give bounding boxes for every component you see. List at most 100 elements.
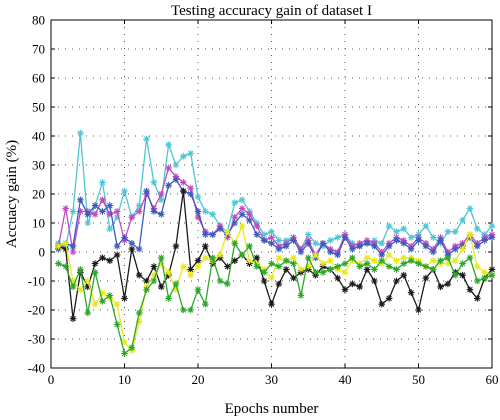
- x-tick-label: 0: [48, 372, 55, 387]
- data-point-marker: [474, 242, 481, 250]
- data-point-marker: [246, 242, 253, 250]
- x-tick-label: 30: [265, 372, 278, 387]
- data-point-marker: [202, 242, 209, 250]
- data-point-marker: [77, 129, 84, 137]
- data-point-marker: [187, 190, 194, 198]
- data-point-marker: [393, 266, 400, 273]
- data-point-marker: [385, 222, 393, 230]
- x-tick-label: 60: [486, 372, 499, 387]
- data-point-marker: [451, 271, 459, 279]
- data-point-marker: [349, 254, 356, 262]
- series-2: [55, 164, 496, 259]
- data-point-marker: [481, 269, 488, 276]
- data-point-marker: [246, 216, 253, 224]
- data-point-marker: [172, 176, 180, 183]
- y-tick-label: -40: [28, 361, 45, 376]
- y-tick-label: 0: [39, 245, 46, 260]
- data-point-marker: [209, 211, 216, 218]
- data-point-marker: [268, 228, 275, 235]
- data-point-marker: [157, 196, 165, 204]
- data-point-marker: [62, 245, 69, 253]
- data-point-marker: [165, 182, 172, 189]
- data-point-marker: [91, 300, 99, 308]
- data-point-marker: [69, 242, 77, 250]
- data-point-marker: [415, 237, 422, 244]
- data-point-marker: [459, 245, 466, 253]
- data-point-marker: [481, 274, 488, 282]
- data-point-marker: [202, 231, 209, 238]
- data-point-marker: [290, 237, 297, 244]
- data-point-marker: [312, 269, 319, 276]
- data-point-marker: [143, 187, 150, 195]
- data-point-marker: [216, 277, 224, 285]
- data-point-marker: [202, 208, 209, 215]
- data-point-marker: [172, 286, 180, 293]
- data-point-marker: [194, 257, 202, 264]
- y-tick-label: 60: [32, 71, 45, 86]
- data-point-marker: [451, 228, 459, 235]
- data-point-marker: [268, 300, 275, 308]
- data-point-marker: [84, 277, 92, 285]
- data-point-marker: [128, 213, 136, 221]
- data-point-marker: [135, 245, 143, 253]
- data-point-marker: [415, 306, 422, 314]
- data-point-marker: [400, 254, 408, 262]
- data-point-marker: [459, 260, 466, 267]
- data-point-marker: [275, 245, 283, 253]
- data-point-marker: [327, 257, 334, 264]
- data-point-marker: [194, 263, 202, 270]
- data-point-marker: [157, 283, 165, 291]
- data-point-marker: [290, 274, 297, 282]
- data-point-marker: [385, 295, 393, 302]
- series-3: [55, 176, 496, 262]
- data-point-marker: [371, 266, 378, 273]
- data-point-marker: [180, 187, 187, 195]
- y-tick-label: 40: [32, 129, 45, 144]
- data-point-marker: [180, 306, 187, 314]
- data-point-marker: [488, 271, 496, 279]
- data-point-marker: [113, 321, 121, 328]
- data-point-marker: [275, 254, 283, 262]
- data-point-marker: [121, 187, 128, 195]
- data-point-marker: [466, 254, 474, 262]
- data-point-marker: [113, 242, 121, 250]
- data-point-marker: [466, 286, 474, 293]
- data-point-marker: [77, 286, 84, 293]
- data-point-marker: [128, 245, 136, 253]
- y-tick-label: 50: [32, 100, 45, 115]
- data-point-marker: [407, 257, 415, 264]
- data-point-marker: [356, 263, 363, 270]
- data-point-marker: [209, 254, 216, 262]
- y-axis-label: Accuacy gain (%): [4, 140, 20, 248]
- data-point-marker: [62, 240, 69, 247]
- data-point-marker: [429, 266, 437, 273]
- data-point-marker: [407, 234, 415, 241]
- data-point-marker: [194, 193, 202, 201]
- data-point-marker: [157, 254, 165, 262]
- data-point-marker: [106, 292, 114, 299]
- data-point-marker: [84, 283, 92, 291]
- data-point-marker: [224, 228, 231, 235]
- data-point-marker: [187, 271, 194, 279]
- data-point-marker: [231, 213, 239, 221]
- data-point-marker: [202, 300, 209, 308]
- data-point-marker: [231, 199, 239, 206]
- data-point-marker: [268, 240, 275, 247]
- data-point-marker: [474, 277, 481, 285]
- data-point-marker: [349, 245, 356, 253]
- data-point-marker: [327, 266, 334, 273]
- data-point-marker: [304, 254, 312, 262]
- data-point-marker: [238, 211, 246, 218]
- data-point-marker: [474, 295, 481, 302]
- data-point-marker: [121, 350, 128, 357]
- data-point-marker: [466, 231, 474, 238]
- data-point-marker: [385, 263, 393, 270]
- data-point-marker: [135, 309, 143, 317]
- data-point-marker: [407, 289, 415, 296]
- data-point-marker: [231, 257, 239, 264]
- data-point-marker: [282, 242, 290, 250]
- data-point-marker: [99, 179, 106, 186]
- data-point-marker: [260, 277, 268, 285]
- data-point-marker: [334, 263, 341, 270]
- data-point-marker: [231, 240, 239, 247]
